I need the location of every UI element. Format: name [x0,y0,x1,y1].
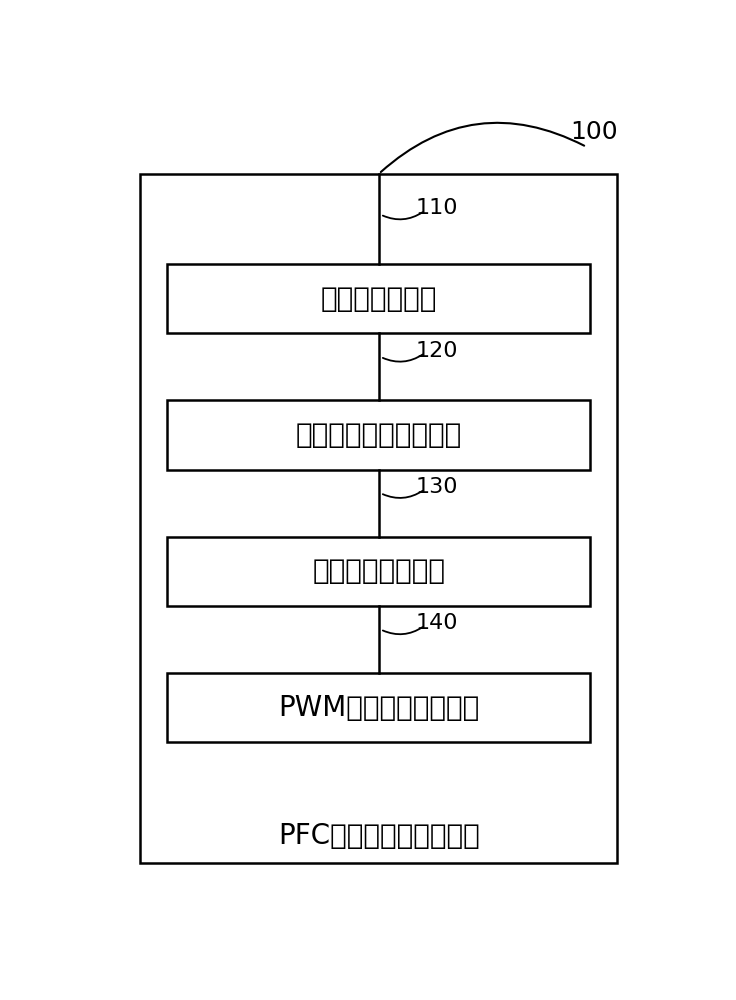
Text: 110: 110 [415,198,458,218]
Bar [167,264,590,333]
Bar [167,673,590,742]
Text: 负载率获取模块: 负载率获取模块 [321,285,437,313]
Bar [140,174,618,863]
Text: PWM控制信号生成模块: PWM控制信号生成模块 [278,694,479,722]
Bar [167,400,590,470]
Text: 目标载波频率获取模块: 目标载波频率获取模块 [296,421,462,449]
Bar [167,537,590,606]
Text: PFC电路的谐波补偿装置: PFC电路的谐波补偿装置 [278,822,480,850]
Text: 目标载波调整模块: 目标载波调整模块 [312,557,445,585]
Text: 130: 130 [415,477,458,497]
Text: 100: 100 [570,120,618,144]
Text: 140: 140 [415,613,458,633]
Text: 120: 120 [415,341,458,361]
